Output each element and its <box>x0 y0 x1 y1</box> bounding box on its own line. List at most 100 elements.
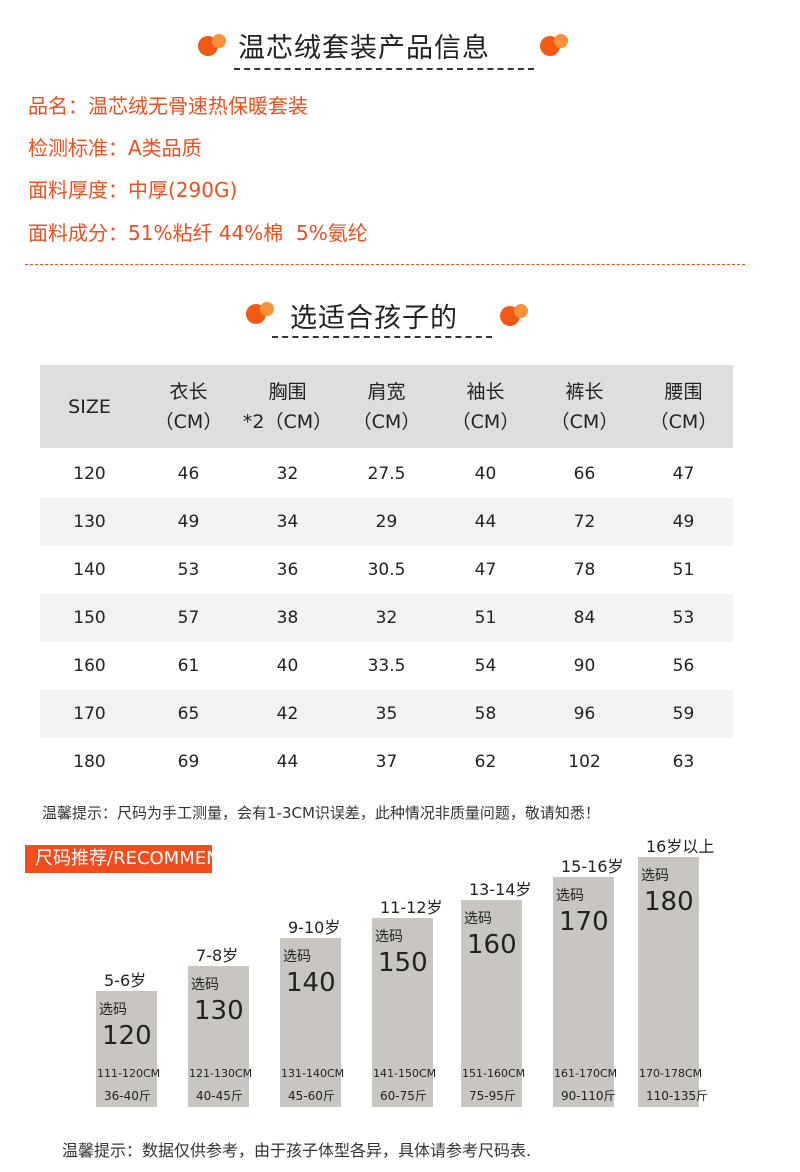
table-cell: 32 <box>375 608 398 628</box>
table-cell: 160 <box>73 656 106 676</box>
table-cell: 51 <box>474 608 497 628</box>
table-cell: 37 <box>375 752 398 772</box>
table-cell: 27.5 <box>367 464 406 484</box>
table-cell: 36 <box>276 560 299 580</box>
header-cell: 胸围 <box>268 380 307 403</box>
table-cell: 120 <box>73 464 106 484</box>
table-cell: 72 <box>573 512 596 532</box>
weight-range: 60-75斤 <box>380 1089 427 1103</box>
pick-label: 选码 <box>556 888 584 904</box>
weight-range: 40-45斤 <box>196 1089 243 1103</box>
info-line: 品名：温芯绒无骨速热保暖套装 <box>28 94 308 118</box>
header-cell: （CM） <box>550 410 619 433</box>
size-bar: 选码 120 111-120CM 36-40斤 <box>96 991 161 1107</box>
pick-label: 选码 <box>99 1002 127 1018</box>
table-cell: 130 <box>73 512 106 532</box>
header-cell: 肩宽 <box>367 380 406 403</box>
info-line: 面料成分：51%粘纤 44%棉 5%氨纶 <box>28 221 368 245</box>
table-cell: 53 <box>672 608 695 628</box>
table-cell: 61 <box>177 656 200 676</box>
height-range: 121-130CM <box>189 1067 253 1080</box>
table-cell: 84 <box>573 608 596 628</box>
table-cell: 96 <box>573 704 596 724</box>
weight-range: 90-110斤 <box>561 1089 616 1103</box>
table-cell: 40 <box>276 656 299 676</box>
size-value: 150 <box>378 948 428 978</box>
table-cell: 90 <box>573 656 596 676</box>
page-title: 温芯绒套装产品信息 <box>238 33 490 64</box>
table-cell: 33.5 <box>367 656 406 676</box>
note: 温馨提示：尺码为手工测量，会有1-3CM识误差，此种情况非质量问题，敬请知悉！ <box>42 804 600 822</box>
size-value: 180 <box>644 887 694 917</box>
footer-note: 温馨提示：数据仅供参考，由于孩子体型各异，具体请参考尺码表. <box>62 1141 532 1160</box>
table-cell: 47 <box>474 560 497 580</box>
header-cell: 腰围 <box>664 380 703 403</box>
size-value: 120 <box>102 1021 152 1051</box>
table-cell: 102 <box>568 752 601 772</box>
weight-range: 36-40斤 <box>104 1089 151 1103</box>
table-cell: 47 <box>672 464 695 484</box>
table-cell: 51 <box>672 560 695 580</box>
table-cell: 150 <box>73 608 106 628</box>
size-value: 170 <box>559 907 609 937</box>
size-bar: 选码 180 170-178CM 110-135斤 <box>638 857 708 1107</box>
age-label: 13-14岁 <box>469 880 532 899</box>
header-cell: （CM） <box>154 410 223 433</box>
header-cell: 衣长 <box>169 380 208 403</box>
table-cell: 180 <box>73 752 106 772</box>
info-line: 检测标准：A类品质 <box>28 136 202 160</box>
height-range: 131-140CM <box>281 1067 345 1080</box>
size-value: 140 <box>286 968 336 998</box>
age-label: 5-6岁 <box>104 971 147 990</box>
height-range: 170-178CM <box>639 1067 703 1080</box>
size-value: 130 <box>194 996 244 1026</box>
table-cell: 49 <box>177 512 200 532</box>
table-cell: 53 <box>177 560 200 580</box>
row-bg <box>40 498 733 546</box>
size-bar: 选码 130 121-130CM 40-45斤 <box>188 966 253 1107</box>
header-cell: （CM） <box>451 410 520 433</box>
table-cell: 57 <box>177 608 200 628</box>
pick-label: 选码 <box>464 911 492 927</box>
table-cell: 44 <box>474 512 497 532</box>
title-underline <box>272 336 492 338</box>
weight-range: 45-60斤 <box>288 1089 335 1103</box>
table-header-bg <box>40 365 733 448</box>
weight-range: 110-135斤 <box>646 1089 709 1103</box>
section-title: 选适合孩子的 <box>290 303 458 334</box>
height-range: 151-160CM <box>462 1067 526 1080</box>
row-bg <box>40 594 733 642</box>
age-label: 15-16岁 <box>561 857 624 876</box>
table-cell: 46 <box>177 464 200 484</box>
table-cell: 78 <box>573 560 596 580</box>
table-cell: 66 <box>573 464 596 484</box>
height-range: 161-170CM <box>554 1067 618 1080</box>
table-cell: 170 <box>73 704 106 724</box>
pick-label: 选码 <box>191 977 219 993</box>
table-cell: 56 <box>672 656 695 676</box>
weight-range: 75-95斤 <box>469 1089 516 1103</box>
row-bg <box>40 690 733 738</box>
header-cell: SIZE <box>68 395 111 418</box>
age-label: 16岁以上 <box>646 837 715 856</box>
table-cell: 29 <box>375 512 398 532</box>
decor-dot <box>212 34 226 48</box>
table-cell: 34 <box>276 512 299 532</box>
size-value: 160 <box>467 930 517 960</box>
pick-label: 选码 <box>641 868 669 884</box>
header-cell: 袖长 <box>466 380 505 403</box>
age-label: 11-12岁 <box>380 898 443 917</box>
table-cell: 54 <box>474 656 497 676</box>
table-cell: 140 <box>73 560 106 580</box>
table-cell: 32 <box>276 464 299 484</box>
header-cell: *2（CM） <box>242 410 333 433</box>
height-range: 111-120CM <box>97 1067 161 1080</box>
table-cell: 63 <box>672 752 695 772</box>
height-range: 141-150CM <box>373 1067 437 1080</box>
table-cell: 44 <box>276 752 299 772</box>
table-cell: 62 <box>474 752 497 772</box>
title-underline <box>234 68 534 70</box>
size-bar: 选码 170 161-170CM 90-110斤 <box>553 877 618 1107</box>
divider <box>25 264 745 265</box>
